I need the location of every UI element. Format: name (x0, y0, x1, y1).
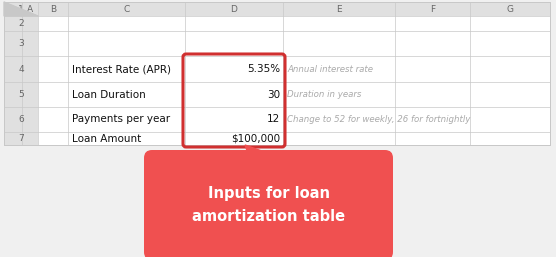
Text: 6: 6 (18, 115, 24, 124)
Polygon shape (245, 145, 286, 160)
Text: F: F (430, 5, 435, 14)
Text: B: B (50, 5, 56, 14)
Text: G: G (507, 5, 514, 14)
Text: Interest Rate (APR): Interest Rate (APR) (72, 64, 171, 74)
Text: 5.35%: 5.35% (247, 64, 280, 74)
Text: E: E (336, 5, 342, 14)
Text: Annual interest rate: Annual interest rate (287, 65, 373, 74)
Text: Payments per year: Payments per year (72, 115, 170, 124)
FancyBboxPatch shape (144, 150, 393, 257)
Text: Duration in years: Duration in years (287, 90, 361, 99)
Bar (4, 2, 550, 16)
Text: Loan Amount: Loan Amount (72, 133, 141, 143)
Text: 4: 4 (18, 65, 24, 74)
Text: 2: 2 (18, 19, 24, 28)
Text: C: C (123, 5, 130, 14)
Text: 1: 1 (18, 5, 24, 14)
Text: 30: 30 (267, 89, 280, 99)
Text: Loan Duration: Loan Duration (72, 89, 146, 99)
Text: Inputs for loan
amortization table: Inputs for loan amortization table (192, 186, 345, 224)
Bar (4, 2, 38, 145)
Polygon shape (4, 2, 38, 16)
Text: A: A (27, 5, 33, 14)
Text: 3: 3 (18, 39, 24, 48)
Text: 7: 7 (18, 134, 24, 143)
Text: 5: 5 (18, 90, 24, 99)
Bar (4, 2, 550, 145)
Text: 12: 12 (267, 115, 280, 124)
Text: Change to 52 for weekly, 26 for fortnightly: Change to 52 for weekly, 26 for fortnigh… (287, 115, 470, 124)
Text: $100,000: $100,000 (231, 133, 280, 143)
Text: D: D (231, 5, 237, 14)
